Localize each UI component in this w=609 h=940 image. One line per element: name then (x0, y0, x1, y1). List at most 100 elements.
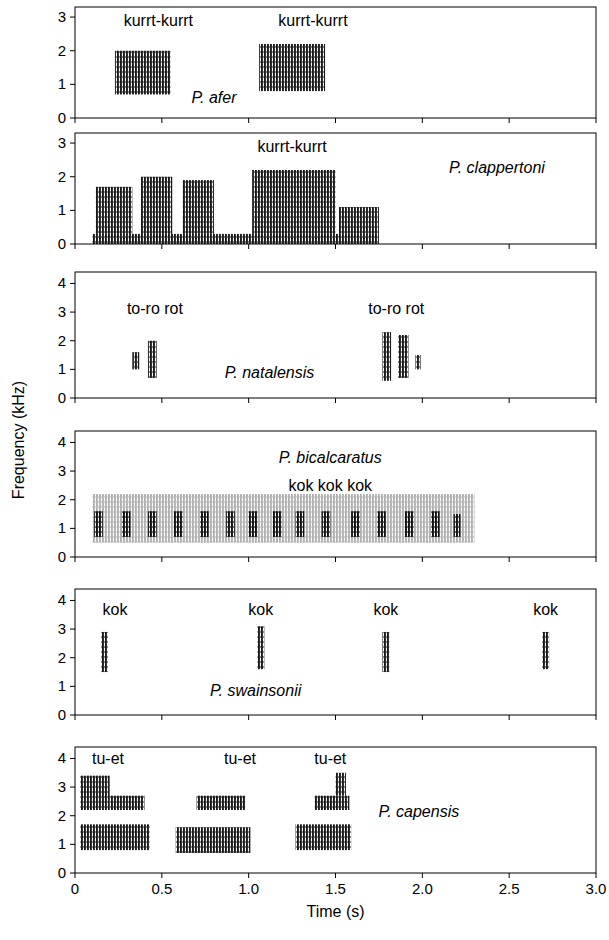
note (92, 234, 379, 244)
note (398, 335, 408, 378)
species-label: P. bicalcaratus (279, 449, 382, 466)
y-tick (70, 210, 75, 211)
note (148, 341, 157, 378)
x-tick (75, 715, 76, 720)
note (377, 511, 386, 537)
x-tick (248, 715, 249, 720)
frame (75, 747, 596, 873)
species-label: P. swainsonii (210, 682, 302, 699)
y-tick (70, 499, 75, 500)
y-tick (70, 758, 75, 759)
note (174, 511, 183, 537)
y-tick (70, 715, 75, 716)
x-tick (422, 873, 423, 878)
y-tick (70, 312, 75, 313)
y-tick-label: 0 (58, 389, 66, 406)
y-tick (70, 471, 75, 472)
x-tick (335, 118, 336, 123)
call-label: kok (248, 601, 274, 618)
call-label: kurrt-kurrt (124, 12, 194, 29)
panel: 01234kokkokkokkokP. swainsonii (58, 589, 596, 723)
y-tick (70, 50, 75, 51)
y-tick-label: 1 (58, 835, 66, 852)
x-tick (509, 557, 510, 562)
note (249, 511, 258, 537)
y-tick-label: 1 (58, 201, 66, 218)
note (80, 824, 149, 850)
x-axis-title: Time (s) (306, 903, 364, 920)
note (336, 773, 346, 796)
x-tick (335, 715, 336, 720)
x-tick (422, 715, 423, 720)
x-tick-label: 0.5 (151, 880, 172, 897)
y-tick-label: 3 (58, 134, 66, 151)
x-tick (161, 118, 162, 123)
y-tick (70, 557, 75, 558)
call-label: kok (533, 601, 559, 618)
x-tick (75, 873, 76, 878)
marks (80, 773, 351, 853)
y-tick (70, 844, 75, 845)
x-tick (596, 715, 597, 720)
y-tick-label: 4 (58, 433, 66, 450)
faint-note (92, 494, 474, 543)
x-tick (161, 873, 162, 878)
note (183, 180, 214, 234)
note (315, 796, 350, 810)
frame (75, 272, 596, 398)
species-label: P. capensis (379, 803, 460, 820)
panel: 01234to-ro rotto-ro rotP. natalensis (58, 272, 596, 406)
y-tick (70, 787, 75, 788)
call-label: tu-et (92, 750, 125, 767)
y-tick (70, 657, 75, 658)
note (405, 511, 414, 537)
species-label: P. clappertoni (449, 159, 545, 176)
y-tick-label: 1 (58, 519, 66, 536)
y-tick-label: 4 (58, 591, 66, 608)
x-tick (75, 557, 76, 562)
note (176, 827, 251, 853)
marks (92, 494, 474, 543)
note (110, 796, 145, 810)
x-tick (596, 244, 597, 249)
call-label: kok kok kok (288, 477, 373, 494)
x-tick-label: 0 (71, 880, 79, 897)
species-label: P. natalensis (225, 364, 315, 381)
y-tick-label: 3 (58, 8, 66, 25)
y-tick-label: 0 (58, 109, 66, 126)
note (197, 796, 246, 810)
note (132, 352, 139, 369)
x-tick-label: 1.0 (238, 880, 259, 897)
x-tick (509, 398, 510, 403)
x-tick (161, 557, 162, 562)
y-tick-label: 3 (58, 303, 66, 320)
y-tick-label: 3 (58, 620, 66, 637)
x-tick-label: 2.0 (412, 880, 433, 897)
x-tick (248, 118, 249, 123)
y-tick (70, 369, 75, 370)
x-tick-label: 2.5 (499, 880, 520, 897)
y-tick (70, 686, 75, 687)
note (80, 776, 110, 810)
x-tick (161, 715, 162, 720)
note (382, 332, 391, 381)
y-tick-label: 3 (58, 462, 66, 479)
note (339, 207, 379, 234)
y-tick-label: 0 (58, 864, 66, 881)
x-tick (422, 557, 423, 562)
call-label: kok (373, 601, 399, 618)
y-tick (70, 629, 75, 630)
x-tick (248, 244, 249, 249)
note (148, 511, 157, 537)
y-axis-title: Frequency (kHz) (10, 381, 27, 499)
figure: 0123kurrt-kurrtkurrt-kurrtP. afer0123kur… (0, 0, 609, 940)
y-tick (70, 815, 75, 816)
y-tick (70, 600, 75, 601)
y-tick-label: 2 (58, 332, 66, 349)
x-tick (161, 244, 162, 249)
x-tick (596, 398, 597, 403)
marks (115, 44, 325, 94)
y-tick-label: 2 (58, 491, 66, 508)
panel: 01234kok kok kokP. bicalcaratus (58, 431, 596, 565)
note (200, 511, 209, 537)
